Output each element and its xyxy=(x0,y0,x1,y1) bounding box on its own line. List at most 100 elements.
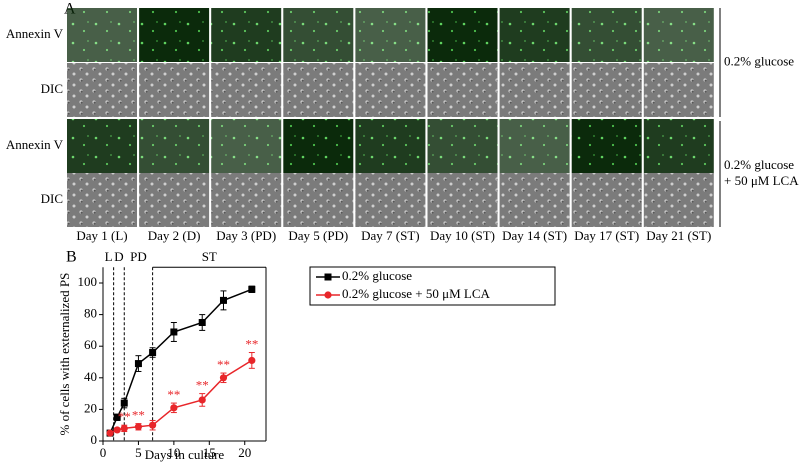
column-label: Day 5 (PD) xyxy=(288,228,348,243)
micrograph xyxy=(643,173,714,227)
significance-label: ** xyxy=(245,337,258,352)
micrograph xyxy=(211,173,282,227)
phase-label: PD xyxy=(130,249,147,264)
data-point xyxy=(248,285,256,293)
y-tick-label: 20 xyxy=(84,400,97,415)
row-label: DIC xyxy=(41,191,63,206)
x-tick-label: 20 xyxy=(238,445,251,460)
micrograph xyxy=(67,63,137,117)
panel-a: Annexin V DIC Annexin V DIC Day 1 (L) Day 2 (… xyxy=(6,8,799,243)
x-tick-label: 15 xyxy=(203,445,216,460)
column-label: Day 10 (ST) xyxy=(430,228,495,243)
micrograph xyxy=(427,8,498,62)
micrograph xyxy=(139,173,210,227)
micrograph xyxy=(643,8,714,62)
data-point xyxy=(219,296,227,304)
micrograph xyxy=(571,8,642,62)
micrograph xyxy=(283,63,354,117)
micrograph xyxy=(427,63,498,117)
data-point xyxy=(106,429,114,437)
data-point xyxy=(198,396,206,404)
significance-label: ** xyxy=(132,408,145,423)
condition-label: 0.2% glucose xyxy=(724,157,794,172)
significance-label: ** xyxy=(217,357,230,372)
data-point xyxy=(113,413,121,421)
data-point xyxy=(120,424,128,432)
row-label: Annexin V xyxy=(6,137,64,152)
micrograph xyxy=(499,119,570,173)
significance-label: ** xyxy=(167,387,180,402)
micrograph xyxy=(67,119,137,173)
column-label: Day 21 (ST) xyxy=(646,228,711,243)
data-point xyxy=(149,349,157,357)
x-tick-label: 5 xyxy=(135,445,142,460)
micrograph xyxy=(67,173,137,227)
column-label: Day 3 (PD) xyxy=(216,228,276,243)
micrograph xyxy=(355,119,426,173)
legend: 0.2% glucose 0.2% glucose + 50 μM LCA xyxy=(309,266,556,306)
data-point xyxy=(170,404,178,412)
legend-marker xyxy=(324,291,332,299)
x-axis-title: Days in culture xyxy=(145,447,225,462)
data-point xyxy=(149,421,157,429)
micrograph xyxy=(427,119,498,173)
significance-label: ** xyxy=(196,378,209,393)
micrograph xyxy=(571,173,642,227)
legend-marker xyxy=(324,273,332,281)
column-label: Day 7 (ST) xyxy=(361,228,420,243)
x-tick-label: 0 xyxy=(100,445,107,460)
y-tick-label: 60 xyxy=(84,337,97,352)
data-point xyxy=(113,426,121,434)
micrograph xyxy=(139,8,210,62)
micrograph xyxy=(283,8,354,62)
micrograph xyxy=(283,119,354,173)
legend-label: 0.2% glucose xyxy=(342,268,412,283)
data-point xyxy=(134,423,143,431)
micrograph xyxy=(139,119,210,173)
data-point xyxy=(170,328,178,336)
micrograph xyxy=(355,173,426,227)
legend-box xyxy=(309,266,556,306)
micrograph xyxy=(211,8,282,62)
condition-label: + 50 μM LCA xyxy=(724,173,799,188)
micrograph xyxy=(355,63,426,117)
row-label: Annexin V xyxy=(6,26,64,41)
phase-label: ST xyxy=(202,249,217,264)
significance-label: ** xyxy=(118,409,131,424)
micrograph xyxy=(643,63,714,117)
y-tick-label: 80 xyxy=(84,306,97,321)
panel-label: B xyxy=(66,249,77,266)
column-label: Day 2 (D) xyxy=(148,228,201,243)
row-label: DIC xyxy=(41,81,63,96)
column-label: Day 14 (ST) xyxy=(502,228,567,243)
micrograph xyxy=(643,119,714,173)
micrograph xyxy=(499,8,570,62)
y-tick-label: 40 xyxy=(84,369,97,384)
data-point xyxy=(134,360,142,368)
column-label: Day 1 (L) xyxy=(76,228,127,243)
micrograph xyxy=(571,63,642,117)
data-point xyxy=(219,374,228,382)
micrograph xyxy=(427,173,498,227)
y-tick-label: 0 xyxy=(91,432,98,447)
data-point xyxy=(248,356,256,365)
micrograph xyxy=(283,173,354,227)
panel-b: 0 20 40 60 80 100 0 5 10 15 20 Days in culture % of … xyxy=(57,249,556,462)
micrograph xyxy=(211,63,282,117)
x-tick-label: 10 xyxy=(167,445,180,460)
micrograph xyxy=(139,63,210,117)
y-tick-label: 100 xyxy=(78,274,98,289)
micrograph xyxy=(355,8,426,62)
phase-label: L xyxy=(105,249,113,264)
phase-label: D xyxy=(114,249,123,264)
micrograph xyxy=(499,173,570,227)
condition-label: 0.2% glucose xyxy=(724,53,794,68)
column-label: Day 17 (ST) xyxy=(574,228,639,243)
micrograph xyxy=(571,119,642,173)
micrograph xyxy=(499,63,570,117)
micrograph xyxy=(211,119,282,173)
data-point xyxy=(120,399,128,407)
micrograph xyxy=(67,8,137,62)
legend-label: 0.2% glucose + 50 μM LCA xyxy=(342,286,491,301)
